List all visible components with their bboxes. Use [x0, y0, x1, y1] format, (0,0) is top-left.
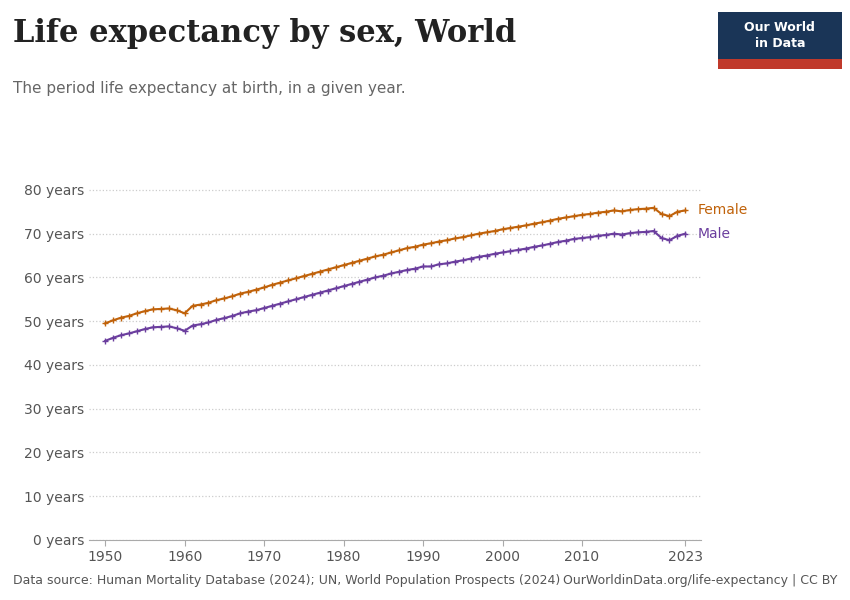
Text: Our World: Our World: [745, 22, 815, 34]
FancyBboxPatch shape: [718, 59, 842, 69]
Text: The period life expectancy at birth, in a given year.: The period life expectancy at birth, in …: [13, 81, 405, 96]
Text: OurWorldinData.org/life-expectancy | CC BY: OurWorldinData.org/life-expectancy | CC …: [563, 574, 837, 587]
Text: Female: Female: [697, 203, 747, 217]
Text: in Data: in Data: [755, 37, 805, 50]
FancyBboxPatch shape: [718, 12, 842, 59]
Text: Male: Male: [697, 227, 730, 241]
Text: Data source: Human Mortality Database (2024); UN, World Population Prospects (20: Data source: Human Mortality Database (2…: [13, 574, 560, 587]
Text: Life expectancy by sex, World: Life expectancy by sex, World: [13, 18, 516, 49]
